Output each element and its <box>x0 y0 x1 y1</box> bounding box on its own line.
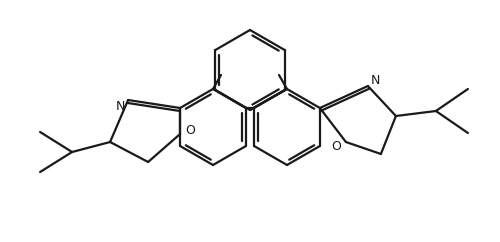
Text: N: N <box>116 99 125 113</box>
Text: O: O <box>185 123 195 136</box>
Text: N: N <box>371 74 380 86</box>
Text: O: O <box>331 139 341 152</box>
